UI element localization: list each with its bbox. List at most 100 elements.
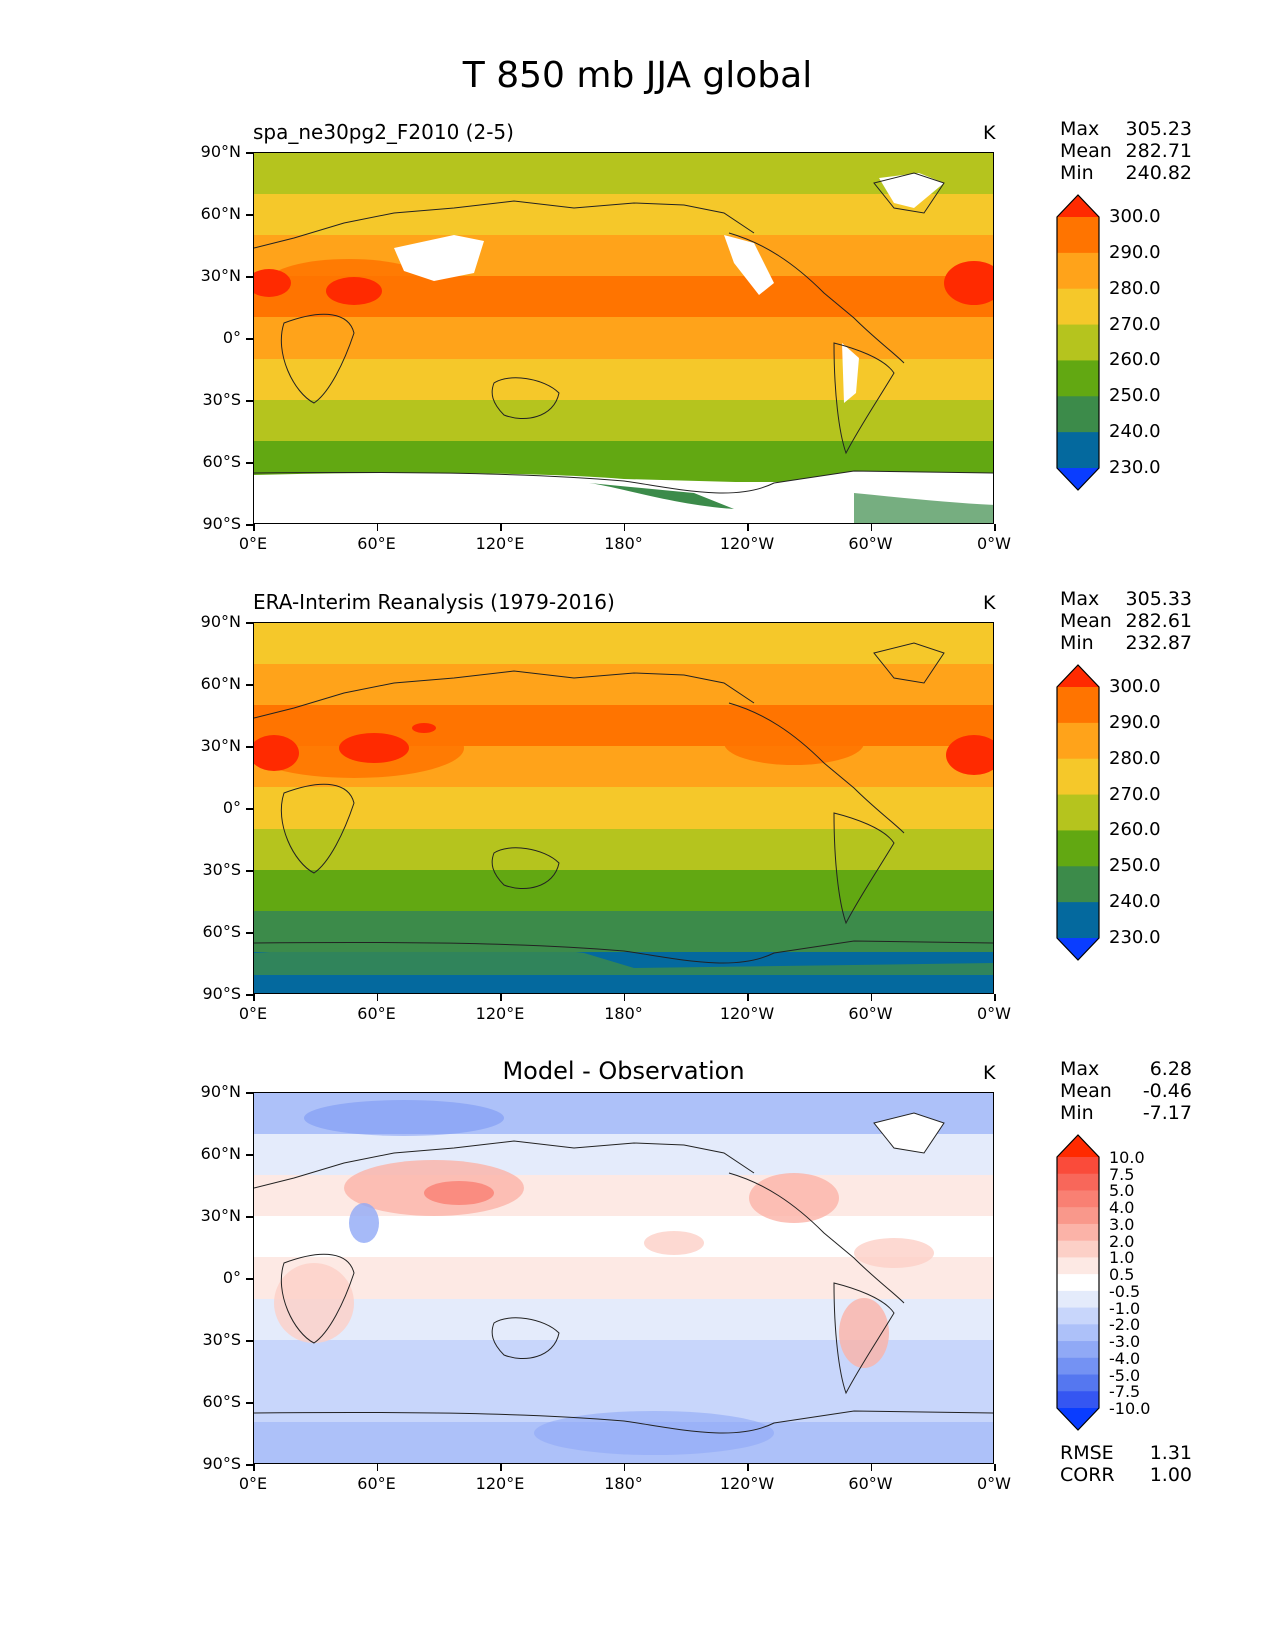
lat-tick-mark (246, 338, 253, 340)
lat-tick-mark (246, 932, 253, 934)
zonal-band (254, 399, 993, 443)
lon-tick-label: 120°E (475, 534, 525, 553)
colorbar-tick-label: 1.0 (1109, 1248, 1135, 1268)
lon-tick-mark (870, 524, 872, 531)
lat-tick-label: 90°N (200, 612, 241, 631)
colorbar-segment (1057, 1307, 1099, 1325)
panel-3-error-stats: RMSE 1.31 CORR 1.00 (1060, 1442, 1192, 1486)
lat-tick-label: 60°N (200, 204, 241, 223)
lat-tick-label: 90°S (202, 514, 241, 533)
colorbar-tick-label: -7.5 (1109, 1382, 1141, 1402)
colorbar-segment (1057, 830, 1099, 867)
lon-tick-mark (747, 1464, 749, 1471)
colorbar-tick-label: -10.0 (1109, 1399, 1151, 1418)
stat-min-label: Min (1060, 162, 1094, 184)
lon-tick-mark (747, 994, 749, 1001)
stat-rmse-value: 1.31 (1149, 1442, 1192, 1464)
lon-tick-mark (994, 1464, 996, 1471)
lat-tick-mark (246, 746, 253, 748)
lat-tick-label: 30°S (202, 390, 241, 409)
zonal-band (254, 910, 993, 954)
lon-tick-mark (500, 1464, 502, 1471)
colorbar-tick-label: 240.0 (1109, 421, 1161, 443)
zonal-band (254, 153, 993, 196)
lon-tick-mark (747, 524, 749, 531)
colorbar-tick-label: 300.0 (1109, 676, 1161, 697)
stat-mean-value: 282.71 (1125, 140, 1192, 162)
colorbar-segment (1057, 794, 1099, 832)
lat-tick-label: 60°N (200, 674, 241, 693)
lat-tick-mark (246, 152, 253, 154)
panel-1-overlay (254, 172, 993, 523)
stat-max-label: Max (1060, 588, 1100, 610)
colorbar (1056, 1134, 1100, 1431)
panel-2-stats: Max 305.33 Mean 282.61 Min 232.87 (1060, 588, 1192, 654)
panel-1-units: K (983, 122, 996, 144)
colorbar-segment (1057, 687, 1099, 724)
colorbar-extend-min (1057, 938, 1099, 960)
lat-tick-mark (246, 1154, 253, 1156)
lon-tick-label: 120°W (719, 534, 775, 553)
colorbar-tick-label: 250.0 (1109, 855, 1161, 877)
lat-tick-label: 60°N (200, 1144, 241, 1163)
stat-max-label: Max (1060, 118, 1100, 140)
colorbar (1056, 194, 1100, 491)
lon-tick-label: 120°W (719, 1004, 775, 1023)
lon-tick-label: 0°E (238, 534, 268, 553)
figure-title: T 850 mb JJA global (462, 55, 813, 96)
stat-corr-label: CORR (1060, 1464, 1115, 1486)
lon-tick-mark (500, 994, 502, 1001)
lat-tick-mark (246, 870, 253, 872)
colorbar-segment (1057, 1391, 1099, 1409)
lon-tick-mark (994, 524, 996, 531)
lat-tick-mark (246, 524, 253, 526)
colorbar-segment (1057, 1190, 1099, 1208)
lat-tick-label: 60°S (202, 452, 241, 471)
lon-tick-mark (623, 1464, 625, 1471)
lat-tick-label: 0° (222, 798, 241, 817)
lon-tick-label: 60°E (357, 1004, 396, 1023)
lat-tick-label: 0° (222, 1268, 241, 1287)
colorbar-tick-label: 290.0 (1109, 711, 1161, 733)
colorbar-tick-label: 260.0 (1109, 349, 1161, 371)
colorbar-tick-label: -4.0 (1109, 1348, 1141, 1368)
lon-tick-label: 120°E (475, 1474, 525, 1493)
colorbar-tick-label: 240.0 (1109, 891, 1161, 913)
zonal-band (254, 317, 993, 361)
colorbar-tick-label: 270.0 (1109, 313, 1161, 335)
lon-tick-mark (253, 1464, 255, 1471)
stat-min-value: -7.17 (1142, 1102, 1192, 1124)
panel-2-overlay (254, 642, 993, 993)
lon-tick-label: 180° (604, 534, 643, 553)
lat-tick-label: 90°N (200, 1082, 241, 1101)
lon-tick-label: 120°W (719, 1474, 775, 1493)
panel-1-stats: Max 305.23 Mean 282.71 Min 240.82 (1060, 118, 1192, 184)
colorbar-segment (1057, 1341, 1099, 1359)
colorbar-outline (1056, 1134, 1100, 1431)
colorbar-segment (1057, 902, 1099, 939)
lon-tick-label: 60°E (357, 1474, 396, 1493)
colorbar-outline (1056, 194, 1100, 491)
colorbar-tick-label: -1.0 (1109, 1298, 1141, 1318)
lat-tick-mark (246, 276, 253, 278)
colorbar-extend-max (1057, 1135, 1099, 1157)
lon-tick-label: 0°E (238, 1004, 268, 1023)
lat-tick-mark (246, 1216, 253, 1218)
lat-tick-label: 30°N (200, 736, 241, 755)
lat-tick-label: 90°S (202, 984, 241, 1003)
colorbar-segment (1057, 1290, 1099, 1309)
colorbar-segment (1057, 1374, 1099, 1392)
stat-mean-label: Mean (1060, 610, 1112, 632)
colorbar-tick-label: 260.0 (1109, 819, 1161, 841)
colorbar-tick-label: -3.0 (1109, 1332, 1141, 1352)
colorbar-segment (1057, 1157, 1099, 1175)
lat-tick-label: 60°S (202, 1392, 241, 1411)
colorbar-segment (1057, 866, 1099, 903)
lon-tick-label: 60°W (848, 1004, 893, 1023)
lon-tick-label: 180° (604, 1474, 643, 1493)
colorbar-tick-label: 300.0 (1109, 206, 1161, 227)
lon-tick-mark (623, 994, 625, 1001)
stat-rmse-label: RMSE (1060, 1442, 1114, 1464)
panel-1-title: spa_ne30pg2_F2010 (2-5) (253, 120, 514, 144)
zonal-band (254, 358, 993, 402)
